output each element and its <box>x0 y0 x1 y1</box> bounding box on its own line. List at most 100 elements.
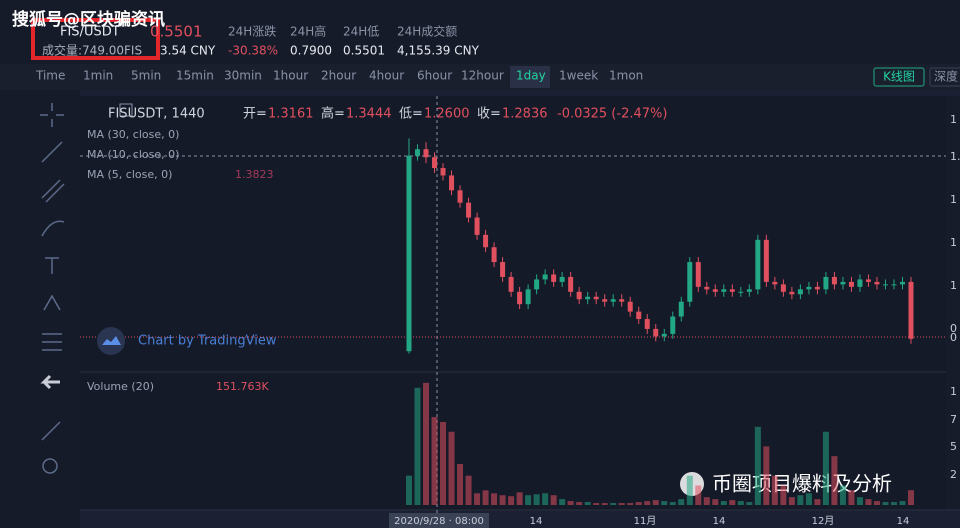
price-axis <box>946 96 960 510</box>
depth-button[interactable]: 深度 <box>934 69 958 84</box>
price-axis-label: 0 <box>950 331 957 344</box>
candle-body <box>406 155 412 352</box>
volume-bar <box>516 492 523 505</box>
line-tool[interactable] <box>41 141 63 163</box>
candle-body <box>882 284 888 286</box>
volume-bar <box>482 490 489 505</box>
crosshair-tool[interactable] <box>40 103 64 127</box>
legend-label: 收= <box>477 107 501 122</box>
volume-bar <box>593 503 600 505</box>
volume-bar <box>720 501 727 505</box>
candle-body <box>678 301 684 317</box>
volume-bar <box>805 493 812 505</box>
volume-bar <box>703 497 710 505</box>
interval-button[interactable]: 1week <box>559 69 598 83</box>
candle-body <box>559 276 565 282</box>
candle-body <box>840 281 846 285</box>
candle-body <box>432 157 438 169</box>
candle-body <box>619 299 625 302</box>
candle-body <box>746 289 752 292</box>
candle-body <box>823 276 829 290</box>
interval-button[interactable]: 15min <box>176 69 214 83</box>
volume-bar <box>525 495 532 505</box>
volume-bar <box>746 502 753 505</box>
legend-label: 高= <box>321 106 345 122</box>
candle-body <box>780 284 786 292</box>
interval-button[interactable]: 12hour <box>461 69 504 83</box>
interval-button[interactable]: 1hour <box>273 69 308 83</box>
zoom-tool[interactable] <box>42 458 58 474</box>
volume-bar <box>431 417 438 505</box>
fib-tool[interactable] <box>41 179 65 203</box>
candle-body <box>874 281 880 285</box>
indicator-name: MA (10, close, 0) <box>87 148 179 161</box>
pattern-tool[interactable] <box>43 294 61 311</box>
candle-body <box>661 333 667 337</box>
indicator-name: MA (30, close, 0) <box>87 128 179 141</box>
candle-body <box>695 262 701 287</box>
volume-bar <box>814 499 821 505</box>
candle-body <box>551 274 557 282</box>
volume-bar <box>559 499 566 505</box>
price-axis-label: 1. <box>950 150 960 163</box>
volume-bar <box>423 382 430 505</box>
kline-button-frame[interactable] <box>873 67 925 87</box>
interval-button[interactable]: 1day <box>516 69 546 83</box>
volume-bar <box>440 421 447 505</box>
candle-body <box>534 279 540 290</box>
legend-symbol: FISUSDT, 1440 <box>108 107 205 122</box>
interval-button[interactable]: 1mon <box>609 69 643 83</box>
interval-button[interactable]: 1min <box>83 69 113 83</box>
stat-value: 0.7900 <box>290 44 332 58</box>
kline-button[interactable]: K线图 <box>883 70 915 84</box>
volume-bar <box>686 475 693 505</box>
time-axis-label: 11月 <box>634 515 657 527</box>
volume-bar <box>780 485 787 505</box>
candle-body <box>508 276 514 292</box>
measure-tool[interactable] <box>42 333 62 351</box>
legend-label: 低= <box>399 107 423 122</box>
volume-bar <box>627 503 634 505</box>
text-tool[interactable] <box>45 257 59 274</box>
volume-bar <box>771 475 778 505</box>
volume-axis-label: 2 <box>950 468 957 481</box>
candle-body <box>712 289 718 292</box>
volume-bar <box>669 502 676 505</box>
volume-bar <box>856 497 863 505</box>
interval-button[interactable]: 30min <box>224 69 262 83</box>
volume-bar <box>610 503 617 505</box>
volume-bar <box>465 475 472 505</box>
depth-button-frame[interactable] <box>929 67 960 87</box>
candle-body <box>789 291 795 295</box>
toolbar <box>0 90 80 528</box>
brush-tool[interactable] <box>41 220 65 237</box>
interval-button[interactable]: Time <box>35 69 65 83</box>
volume-bar <box>839 485 846 505</box>
candle-body <box>670 316 676 334</box>
candle-body <box>636 311 642 320</box>
volume-bar <box>491 493 498 505</box>
stat-label: 24H涨跌 <box>228 24 276 39</box>
candle-body <box>687 262 693 302</box>
legend-value: 1.3161 <box>268 107 314 122</box>
candle-body <box>797 289 803 295</box>
volume-bar <box>542 493 549 505</box>
candle-body <box>602 299 608 302</box>
interval-button[interactable]: 4hour <box>369 69 404 83</box>
candle-body <box>644 319 650 329</box>
indicator-value: 1.3823 <box>235 168 274 181</box>
interval-button[interactable]: 6hour <box>417 69 452 83</box>
volume-bar <box>899 501 906 505</box>
chart-area <box>80 96 946 510</box>
interval-button[interactable]: 2hour <box>321 69 356 83</box>
back-tool[interactable] <box>40 374 60 390</box>
candle-body <box>806 286 812 290</box>
ruler-tool[interactable] <box>41 421 61 441</box>
volume-info: 成交量:749.00FIS <box>42 43 142 58</box>
tv-logo <box>97 327 125 355</box>
candle-body <box>755 239 761 290</box>
interval-button[interactable]: 5min <box>131 69 161 83</box>
volume-bar <box>848 490 855 505</box>
volume-axis-label: 1 <box>950 385 957 398</box>
